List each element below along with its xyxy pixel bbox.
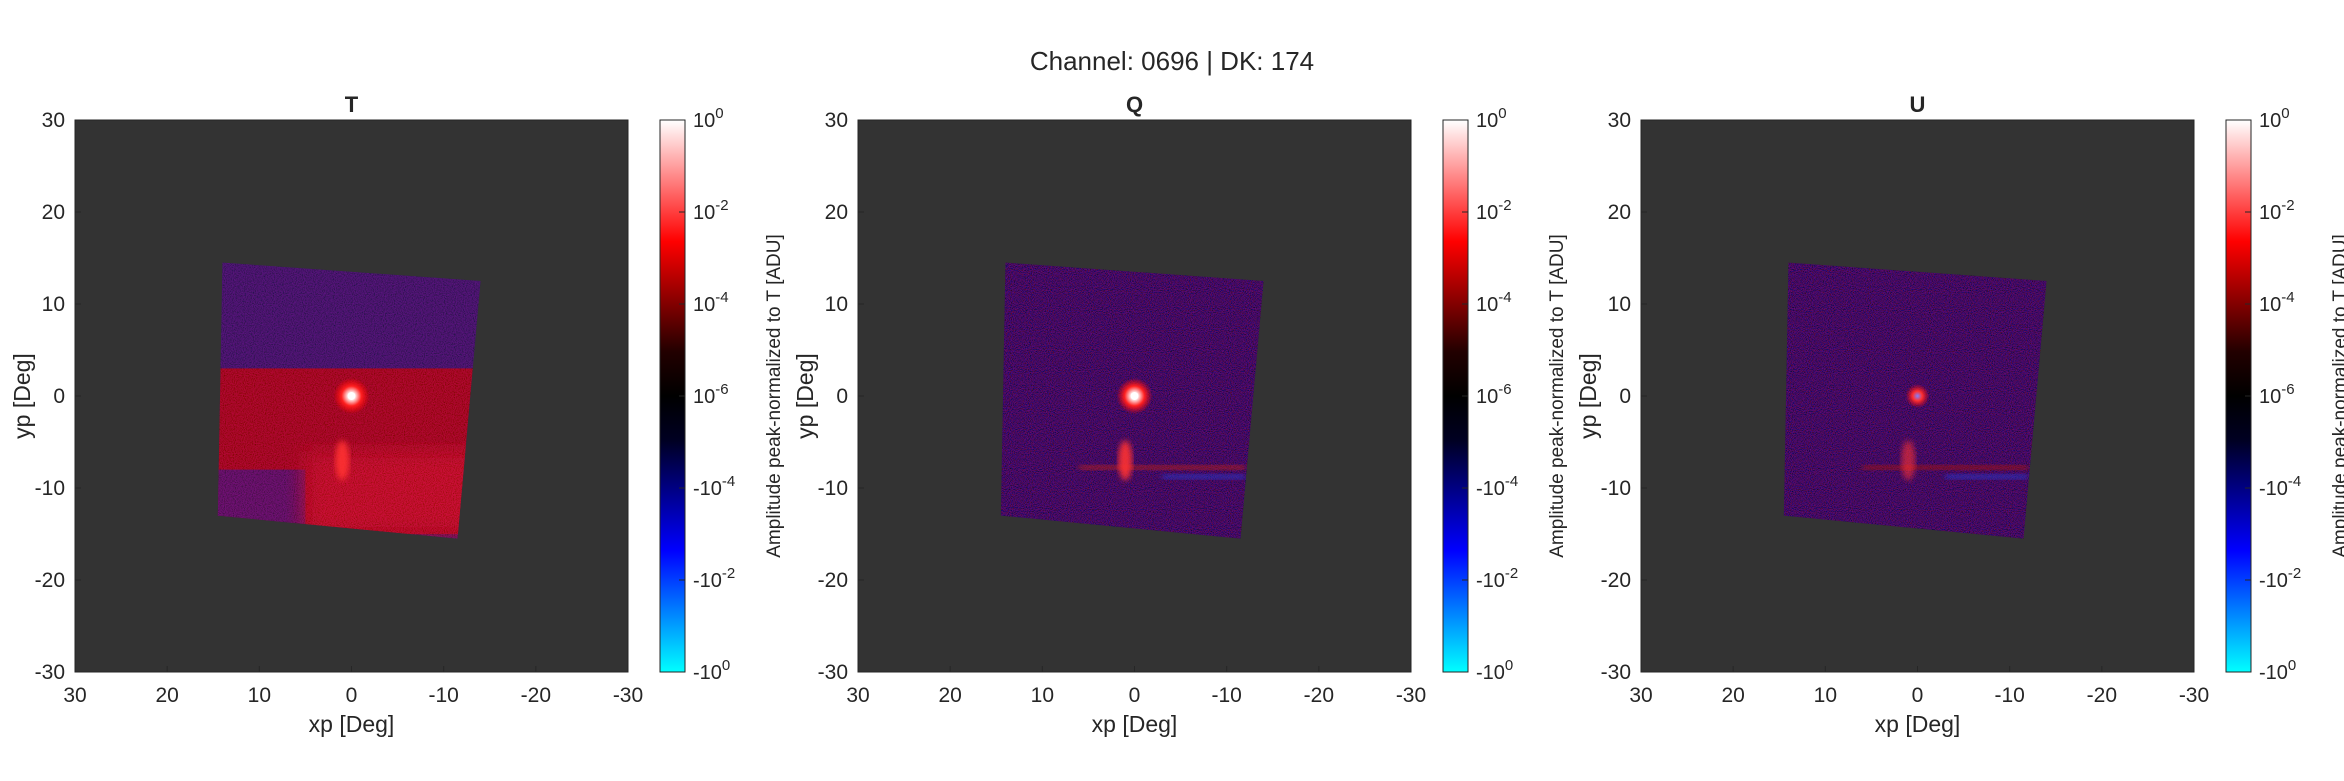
y-tick-label: 0 (53, 385, 65, 408)
sidelobe-band (1862, 465, 2029, 470)
x-tick-label: -30 (613, 684, 643, 707)
panel-title: T (345, 92, 359, 117)
main-beam-peak (1905, 384, 1930, 408)
axes-box (857, 119, 1412, 673)
colorbar-tick-label: -10-4 (1476, 473, 1518, 500)
y-tick-label: 30 (42, 109, 65, 132)
sidelobe-spot (1901, 440, 1916, 481)
x-axis-label: xp [Deg] (1875, 711, 1961, 737)
colorbar-tick-label: -10-2 (693, 565, 735, 592)
colorbar-tick-label: 10-6 (1476, 381, 1512, 408)
x-axis-label: xp [Deg] (1092, 711, 1178, 737)
x-tick-label: 30 (1629, 684, 1652, 707)
colorbar-tick-label: 100 (2259, 105, 2290, 132)
main-beam-center (1130, 392, 1139, 400)
x-tick-label: 0 (346, 684, 358, 707)
colorbar-tick-label: -100 (2259, 657, 2296, 684)
y-tick-label: -10 (1601, 477, 1631, 500)
y-tick-label: -10 (35, 477, 65, 500)
y-tick-label: -20 (818, 569, 848, 592)
y-axis-label: yp [Deg] (9, 353, 35, 439)
axes-box (1640, 119, 2195, 673)
x-tick-label: 30 (63, 684, 86, 707)
panel-title: U (1910, 92, 1926, 117)
colorbar: 100 10-2 10-4 10-6 -10-4 -10-2 -100 Amplitude p… (2225, 105, 2344, 684)
x-tick-label: 10 (248, 684, 271, 707)
y-tick-label: 20 (1608, 201, 1631, 224)
colorbar-tick-label: -10-4 (2259, 473, 2301, 500)
main-beam-center (347, 392, 356, 400)
x-tick-label: 0 (1129, 684, 1141, 707)
colorbar-tick-label: 10-4 (1476, 289, 1512, 316)
x-tick-label: -30 (2179, 684, 2209, 707)
colorbar-tick-label: -100 (1476, 657, 1513, 684)
colorbar-label: Amplitude peak-normalized to T [ADU] (2330, 234, 2344, 558)
axes-box (74, 119, 629, 673)
x-axis-label: xp [Deg] (309, 711, 395, 737)
y-tick-label: 0 (1619, 385, 1631, 408)
colorbar-tick-label: 10-6 (2259, 381, 2295, 408)
x-tick-label: -20 (521, 684, 551, 707)
sidelobe-band (1079, 465, 1246, 470)
y-tick-label: 20 (42, 201, 65, 224)
x-tick-label: -10 (428, 684, 458, 707)
y-tick-label: -30 (1601, 661, 1631, 684)
colorbar-tick-label: 10-2 (2259, 197, 2295, 224)
colorbar-tick-label: 10-6 (693, 381, 729, 408)
x-tick-label: -10 (1994, 684, 2024, 707)
y-tick-label: -10 (818, 477, 848, 500)
y-tick-label: 10 (1608, 293, 1631, 316)
sidelobe-band-negative (1945, 474, 2029, 480)
colorbar-tick-label: 10-2 (1476, 197, 1512, 224)
y-tick-label: -30 (35, 661, 65, 684)
y-tick-label: 0 (836, 385, 848, 408)
x-tick-label: 20 (938, 684, 961, 707)
colorbar: 100 10-2 10-4 10-6 -10-4 -10-2 -100 Amplitude p… (659, 105, 785, 684)
x-tick-label: 20 (1721, 684, 1744, 707)
x-tick-label: 10 (1814, 684, 1837, 707)
colorbar-label: Amplitude peak-normalized to T [ADU] (1547, 234, 1568, 558)
colorbar-tick-label: -10-2 (2259, 565, 2301, 592)
x-tick-label: 20 (155, 684, 178, 707)
y-tick-label: -20 (35, 569, 65, 592)
y-axis-label: yp [Deg] (792, 353, 818, 439)
y-tick-label: 20 (825, 201, 848, 224)
x-tick-label: -10 (1211, 684, 1241, 707)
y-tick-label: 30 (1608, 109, 1631, 132)
sidelobe-spot (335, 440, 350, 481)
panel-title: Q (1126, 92, 1143, 117)
colorbar-tick-label: -100 (693, 657, 730, 684)
colorbar-tick-label: 10-4 (693, 289, 729, 316)
colorbar-label: Amplitude peak-normalized to T [ADU] (764, 234, 785, 558)
colorbar-tick-label: -10-2 (1476, 565, 1518, 592)
y-tick-label: -30 (818, 661, 848, 684)
y-tick-label: -20 (1601, 569, 1631, 592)
colorbar-tick-label: 100 (1476, 105, 1507, 132)
y-axis-label: yp [Deg] (1575, 353, 1601, 439)
colorbar-tick-label: 10-2 (693, 197, 729, 224)
colorbar-tick-label: 10-4 (2259, 289, 2295, 316)
colorbar-tick-label: 100 (693, 105, 724, 132)
x-tick-label: -30 (1396, 684, 1426, 707)
x-tick-label: 30 (846, 684, 869, 707)
x-tick-label: 0 (1912, 684, 1924, 707)
y-tick-label: 30 (825, 109, 848, 132)
x-tick-label: -20 (2087, 684, 2117, 707)
colorbar-tick-label: -10-4 (693, 473, 735, 500)
colorbar: 100 10-2 10-4 10-6 -10-4 -10-2 -100 Amplitude p… (1442, 105, 1568, 684)
y-tick-label: 10 (825, 293, 848, 316)
figure-title: Channel: 0696 | DK: 174 (1030, 46, 1314, 76)
x-tick-label: 10 (1031, 684, 1054, 707)
y-tick-label: 10 (42, 293, 65, 316)
sidelobe-spot (1118, 440, 1133, 481)
sidelobe-band-negative (1162, 474, 1246, 480)
x-tick-label: -20 (1304, 684, 1334, 707)
